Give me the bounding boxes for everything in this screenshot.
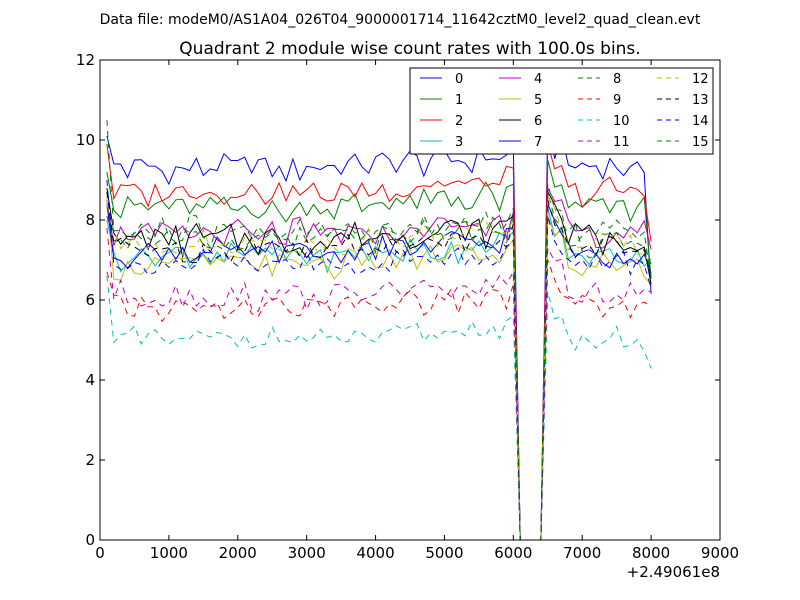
legend-box — [409, 67, 714, 155]
x-tick-label: 5000 — [425, 544, 463, 562]
series-7-line — [106, 203, 652, 541]
legend-label-0: 0 — [455, 72, 463, 87]
legend-label-12: 12 — [692, 72, 709, 87]
series-1-line — [106, 159, 652, 541]
x-tick-label: 0 — [95, 544, 105, 562]
series-0-line — [106, 119, 652, 541]
legend-label-4: 4 — [534, 72, 542, 87]
y-tick-label: 6 — [85, 291, 95, 309]
x-tick-label: 9000 — [701, 544, 739, 562]
axis-ticks: 0 1000 2000 3000 4000 5000 6000 7000 8000 9000 0 2 4… — [76, 51, 739, 562]
y-tick-label: 2 — [85, 451, 95, 469]
x-tick-label: 2000 — [219, 544, 257, 562]
legend-label-10: 10 — [613, 114, 630, 129]
data-file-suptitle: Data file: modeM0/AS1A04_026T04_90000017… — [100, 12, 701, 28]
x-tick-label: 3000 — [288, 544, 326, 562]
x-tick-label: 4000 — [356, 544, 394, 562]
x-tick-label: 1000 — [150, 544, 188, 562]
series-6-line — [106, 187, 652, 541]
legend-label-2: 2 — [455, 114, 463, 129]
series-15-line — [106, 119, 652, 541]
y-tick-label: 12 — [76, 51, 95, 69]
legend-label-13: 13 — [692, 93, 709, 108]
y-tick-label: 4 — [85, 371, 95, 389]
series-10-line — [106, 275, 652, 541]
series-8-line — [106, 191, 652, 541]
y-tick-label: 10 — [76, 131, 95, 149]
legend-label-1: 1 — [455, 93, 463, 108]
legend-label-6: 6 — [534, 114, 542, 129]
chart-title: Quadrant 2 module wise count rates with … — [179, 39, 640, 59]
legend-label-11: 11 — [613, 135, 630, 150]
legend-label-7: 7 — [534, 135, 542, 150]
series-13-line — [106, 191, 652, 541]
plot-area — [106, 119, 652, 541]
x-offset-label: +2.49061e8 — [627, 563, 720, 581]
legend-label-8: 8 — [613, 72, 621, 87]
legend-label-3: 3 — [455, 135, 463, 150]
y-tick-label: 0 — [85, 531, 95, 549]
series-2-line — [106, 143, 652, 541]
legend-label-15: 15 — [692, 135, 709, 150]
x-tick-label: 6000 — [494, 544, 532, 562]
series-11-line — [106, 227, 652, 541]
x-tick-label: 7000 — [563, 544, 601, 562]
legend-label-5: 5 — [534, 93, 542, 108]
series-14-line — [106, 179, 652, 541]
y-tick-label: 8 — [85, 211, 95, 229]
x-tick-label: 8000 — [632, 544, 670, 562]
legend-label-9: 9 — [613, 93, 621, 108]
legend-label-14: 14 — [692, 114, 709, 129]
series-9-line — [106, 259, 652, 541]
